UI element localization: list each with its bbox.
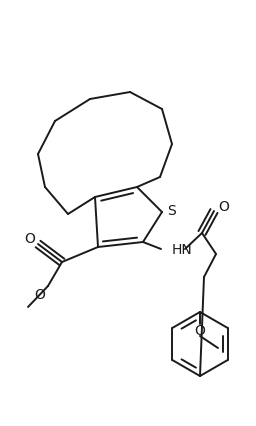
- Text: O: O: [219, 199, 229, 213]
- Text: S: S: [167, 204, 175, 218]
- Text: O: O: [35, 287, 45, 301]
- Text: HN: HN: [172, 242, 193, 256]
- Text: O: O: [195, 323, 205, 337]
- Text: O: O: [25, 231, 35, 245]
